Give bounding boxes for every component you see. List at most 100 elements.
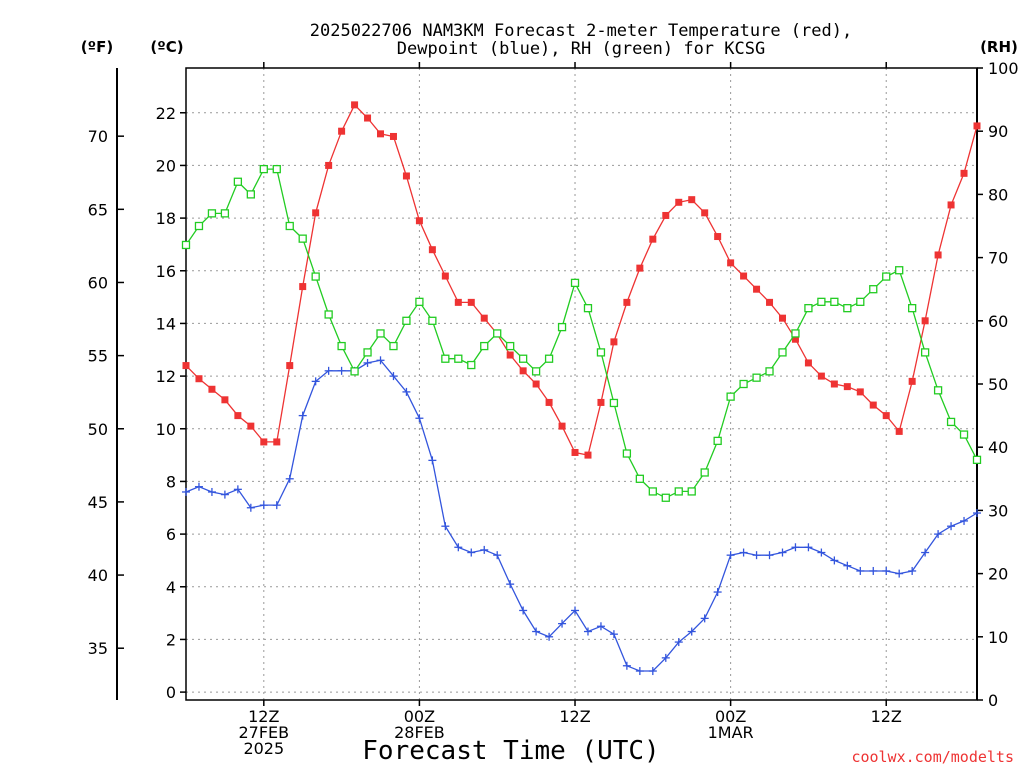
- rh-point: [181, 240, 191, 250]
- rh-point: [480, 341, 489, 351]
- series-lines: [181, 101, 982, 676]
- temperature-point: [286, 362, 294, 370]
- dewpoint-point: [596, 622, 605, 631]
- rh-point: [959, 430, 969, 439]
- grid-lines: [186, 68, 977, 700]
- fahrenheit-unit-label: (ºF): [81, 38, 113, 56]
- rh-tick-label: 30: [988, 501, 1008, 520]
- dewpoint-point: [752, 551, 761, 560]
- dewpoint-point: [558, 619, 567, 628]
- temperature-point: [545, 398, 553, 406]
- temperature-point: [882, 412, 890, 420]
- temperature-point: [532, 380, 540, 388]
- rh-point: [972, 455, 982, 464]
- temperature-point: [934, 251, 942, 259]
- temperature-point: [817, 372, 825, 380]
- dewpoint-point: [830, 556, 839, 565]
- celsius-tick-label: 4: [166, 578, 176, 597]
- rh-point: [674, 487, 683, 496]
- rh-point: [843, 304, 852, 313]
- rh-point: [739, 379, 748, 389]
- rh-point: [946, 417, 956, 427]
- rh-tick-label: 90: [988, 122, 1008, 141]
- temperature-point: [558, 422, 566, 430]
- temperature-point: [377, 130, 385, 138]
- rh-tick-label: 100: [988, 59, 1019, 78]
- dewpoint-point: [194, 482, 203, 491]
- rh-tick-label: 0: [988, 691, 998, 710]
- rh-point: [609, 398, 619, 408]
- x-tick-label: 12Z: [871, 707, 902, 726]
- temperature-point: [467, 298, 475, 306]
- rh-point: [856, 297, 865, 306]
- temperature-point: [519, 367, 527, 375]
- temperature-point: [843, 383, 851, 391]
- temperature-point: [895, 427, 903, 435]
- dewpoint-point: [843, 561, 852, 570]
- rh-tick-label: 80: [988, 185, 1008, 204]
- fahrenheit-tick-label: 70: [88, 127, 108, 146]
- rh-point: [506, 341, 515, 351]
- chart-title-line-2: Dewpoint (blue), RH (green) for KCSG: [397, 39, 765, 59]
- rh-point: [428, 316, 437, 325]
- dewpoint-point: [415, 414, 424, 423]
- temperature-point: [973, 122, 981, 130]
- temperature-point: [688, 196, 696, 204]
- temperature-point: [662, 211, 670, 219]
- dewpoint-point: [389, 372, 398, 381]
- temperature-point: [701, 209, 709, 217]
- rh-point: [557, 322, 567, 332]
- temperature-point: [947, 201, 955, 209]
- dewpoint-point: [674, 638, 683, 647]
- dewpoint-point: [960, 516, 969, 525]
- fahrenheit-tick-label: 60: [88, 273, 108, 292]
- rh-point: [531, 367, 541, 376]
- dewpoint-point: [908, 566, 917, 575]
- plot-area-frame: [185, 67, 978, 701]
- x-tick-label: 00Z: [715, 707, 746, 726]
- x-tick-label: 28FEB: [394, 723, 445, 742]
- rh-point: [389, 341, 398, 351]
- dewpoint-point: [182, 487, 190, 496]
- dewpoint-point: [739, 548, 748, 557]
- temperature-point: [182, 362, 190, 370]
- rh-point: [441, 354, 450, 363]
- dewpoint-point: [428, 456, 437, 465]
- rh-point: [700, 468, 709, 477]
- rh-point: [778, 348, 787, 357]
- dewpoint-point: [687, 627, 696, 636]
- rh-point: [726, 392, 735, 401]
- dewpoint-point: [869, 566, 878, 575]
- rh-point: [622, 449, 632, 458]
- dewpoint-point: [493, 551, 502, 560]
- celsius-tick-label: 16: [156, 262, 176, 281]
- temperature-point: [921, 317, 929, 325]
- rh-point: [830, 297, 839, 306]
- temperature-point: [389, 132, 397, 140]
- dewpoint-point: [207, 487, 216, 496]
- celsius-tick-label: 6: [166, 525, 176, 544]
- dewpoint-point: [337, 366, 346, 375]
- dewpoint-point: [622, 661, 631, 670]
- temperature-point: [441, 272, 449, 280]
- temperature-point: [234, 412, 242, 420]
- dewpoint-point: [661, 653, 670, 662]
- celsius-tick-label: 2: [166, 630, 176, 649]
- celsius-tick-label: 12: [156, 367, 176, 386]
- dewpoint-point: [817, 548, 826, 557]
- dewpoint-point: [376, 356, 385, 365]
- rh-point: [402, 316, 411, 325]
- temperature-point: [351, 101, 359, 109]
- rh-point: [285, 221, 294, 231]
- rh-tick-label: 20: [988, 565, 1008, 584]
- dewpoint-point: [609, 630, 618, 639]
- chart-title-line-1: 2025022706 NAM3KM Forecast 2-meter Tempe…: [310, 21, 852, 41]
- rh-point: [804, 304, 813, 313]
- rh-point: [246, 190, 255, 199]
- rh-point: [324, 310, 333, 319]
- celsius-tick-label: 22: [156, 104, 176, 123]
- dewpoint-point: [947, 522, 956, 531]
- x-tick-label: 2025: [243, 739, 284, 758]
- fahrenheit-tick-label: 55: [88, 347, 108, 366]
